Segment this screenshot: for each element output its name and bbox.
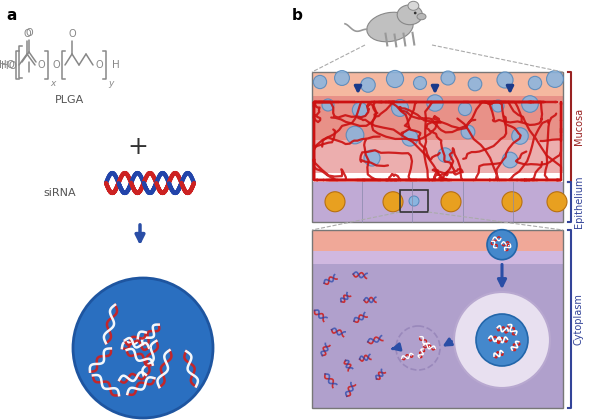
Text: O: O bbox=[95, 60, 103, 70]
Text: O: O bbox=[23, 29, 31, 39]
Text: Mucosa: Mucosa bbox=[574, 108, 584, 145]
Bar bbox=[312, 230, 563, 251]
Circle shape bbox=[414, 12, 416, 14]
Circle shape bbox=[502, 192, 522, 212]
Text: HO: HO bbox=[1, 61, 17, 71]
Text: HO: HO bbox=[0, 60, 15, 70]
Circle shape bbox=[364, 150, 380, 166]
Circle shape bbox=[547, 71, 563, 87]
Circle shape bbox=[497, 72, 513, 88]
Ellipse shape bbox=[367, 12, 413, 42]
Circle shape bbox=[386, 71, 404, 88]
Circle shape bbox=[458, 102, 472, 116]
Text: O: O bbox=[68, 29, 76, 39]
Circle shape bbox=[427, 95, 443, 111]
Circle shape bbox=[487, 230, 517, 260]
Circle shape bbox=[454, 292, 550, 388]
Ellipse shape bbox=[417, 13, 426, 20]
Circle shape bbox=[409, 196, 419, 206]
Circle shape bbox=[392, 100, 409, 116]
Circle shape bbox=[383, 192, 403, 212]
Circle shape bbox=[521, 96, 538, 112]
Circle shape bbox=[313, 75, 326, 89]
Bar bbox=[400, 190, 428, 212]
Circle shape bbox=[346, 126, 364, 144]
Circle shape bbox=[441, 71, 455, 85]
Ellipse shape bbox=[397, 5, 422, 25]
Circle shape bbox=[322, 99, 334, 111]
Circle shape bbox=[441, 192, 461, 212]
Text: +: + bbox=[128, 135, 148, 159]
Circle shape bbox=[492, 100, 504, 112]
Bar bbox=[312, 72, 563, 139]
Circle shape bbox=[361, 78, 375, 92]
Text: x: x bbox=[50, 79, 55, 88]
Circle shape bbox=[335, 71, 349, 85]
Circle shape bbox=[413, 76, 427, 89]
Bar bbox=[312, 96, 563, 173]
Circle shape bbox=[461, 125, 475, 139]
Circle shape bbox=[73, 278, 213, 418]
Text: Cytoplasm: Cytoplasm bbox=[574, 293, 584, 345]
Ellipse shape bbox=[408, 1, 419, 10]
Bar bbox=[312, 181, 563, 222]
Circle shape bbox=[547, 192, 567, 212]
Circle shape bbox=[325, 192, 345, 212]
Circle shape bbox=[438, 148, 452, 162]
Text: y: y bbox=[108, 79, 113, 88]
Text: O: O bbox=[37, 60, 45, 70]
Circle shape bbox=[468, 77, 482, 91]
Circle shape bbox=[352, 102, 368, 118]
Circle shape bbox=[402, 130, 418, 146]
Circle shape bbox=[529, 76, 542, 89]
Text: H: H bbox=[112, 60, 120, 70]
Circle shape bbox=[476, 314, 528, 366]
Bar bbox=[312, 251, 563, 264]
Text: PLGA: PLGA bbox=[55, 95, 85, 105]
Bar bbox=[312, 230, 563, 408]
Bar bbox=[312, 72, 563, 181]
Text: b: b bbox=[292, 8, 303, 23]
Text: O: O bbox=[52, 60, 60, 70]
Circle shape bbox=[512, 128, 529, 144]
Text: O: O bbox=[25, 28, 33, 38]
Text: siRNA: siRNA bbox=[44, 188, 76, 198]
Text: a: a bbox=[6, 8, 16, 23]
Circle shape bbox=[502, 152, 518, 168]
Bar bbox=[312, 72, 563, 222]
Text: Epithelium: Epithelium bbox=[574, 176, 584, 228]
Bar bbox=[312, 264, 563, 408]
